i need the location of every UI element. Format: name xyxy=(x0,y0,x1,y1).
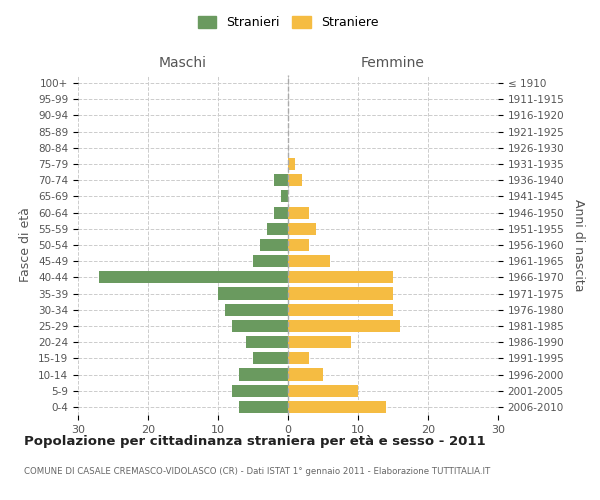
Bar xyxy=(274,174,288,186)
Bar xyxy=(288,255,330,268)
Bar xyxy=(260,239,288,251)
Y-axis label: Fasce di età: Fasce di età xyxy=(19,208,32,282)
Bar xyxy=(288,368,323,380)
Bar xyxy=(267,222,288,235)
Bar xyxy=(288,206,309,218)
Text: Femmine: Femmine xyxy=(361,56,425,70)
Bar xyxy=(274,206,288,218)
Bar xyxy=(239,401,288,413)
Bar xyxy=(232,320,288,332)
Bar xyxy=(288,174,302,186)
Bar xyxy=(288,158,295,170)
Bar xyxy=(288,239,309,251)
Text: Maschi: Maschi xyxy=(159,56,207,70)
Bar xyxy=(288,320,400,332)
Bar xyxy=(232,384,288,397)
Bar xyxy=(288,336,351,348)
Bar xyxy=(288,352,309,364)
Text: Popolazione per cittadinanza straniera per età e sesso - 2011: Popolazione per cittadinanza straniera p… xyxy=(24,435,485,448)
Bar xyxy=(253,352,288,364)
Bar xyxy=(281,190,288,202)
Bar xyxy=(288,384,358,397)
Text: COMUNE DI CASALE CREMASCO-VIDOLASCO (CR) - Dati ISTAT 1° gennaio 2011 - Elaboraz: COMUNE DI CASALE CREMASCO-VIDOLASCO (CR)… xyxy=(24,468,490,476)
Bar xyxy=(246,336,288,348)
Y-axis label: Anni di nascita: Anni di nascita xyxy=(572,198,586,291)
Bar xyxy=(288,401,386,413)
Bar xyxy=(218,288,288,300)
Bar xyxy=(99,272,288,283)
Bar xyxy=(288,272,393,283)
Bar xyxy=(253,255,288,268)
Bar xyxy=(225,304,288,316)
Bar xyxy=(288,288,393,300)
Bar xyxy=(288,222,316,235)
Bar xyxy=(288,304,393,316)
Bar xyxy=(239,368,288,380)
Legend: Stranieri, Straniere: Stranieri, Straniere xyxy=(193,11,383,34)
